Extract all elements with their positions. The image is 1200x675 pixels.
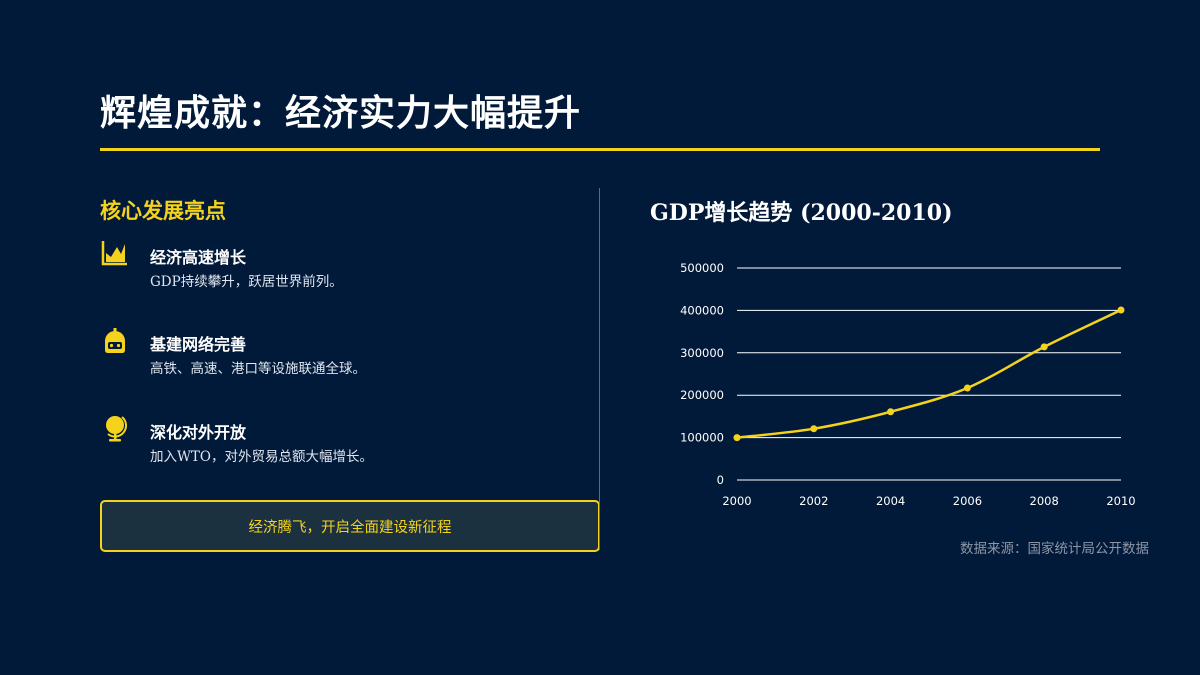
feature-title: 经济高速增长 xyxy=(150,248,247,267)
summary-banner: 经济腾飞，开启全面建设新征程 xyxy=(100,500,600,552)
series-layer xyxy=(733,306,1125,442)
page-title: 辉煌成就：经济实力大幅提升 xyxy=(100,92,582,134)
y-tick-label: 100000 xyxy=(680,431,724,445)
feature-title: 基建网络完善 xyxy=(150,335,247,354)
gdp-series-line xyxy=(736,308,1122,439)
y-tick-label: 200000 xyxy=(680,388,724,402)
chart-title: GDP增长趋势 (2000-2010) xyxy=(650,200,953,226)
y-axis-ticks: 0 100000 200000 300000 400000 500000 xyxy=(680,261,724,487)
feature-infrastructure: 基建网络完善 高铁、高速、港口等设施联通全球。 xyxy=(100,325,580,385)
x-tick-label: 2000 xyxy=(722,494,751,508)
x-axis-ticks: 2000 2002 2004 2006 2008 2010 xyxy=(722,494,1135,508)
feature-economic-growth: 经济高速增长 GDP持续攀升，跃居世界前列。 xyxy=(100,238,580,298)
chart-area-icon xyxy=(101,241,127,266)
gdp-line-chart: 0 100000 200000 300000 400000 500000 2000 2002… xyxy=(680,261,1136,508)
highlights-heading: 核心发展亮点 xyxy=(100,198,226,223)
column-divider xyxy=(599,188,600,550)
data-point xyxy=(887,408,895,416)
y-tick-label: 0 xyxy=(717,473,724,487)
data-point xyxy=(963,384,971,392)
data-point xyxy=(1040,343,1048,351)
y-tick-label: 500000 xyxy=(680,261,724,275)
x-tick-label: 2010 xyxy=(1106,494,1135,508)
globe-icon xyxy=(106,416,127,442)
feature-description: 加入WTO，对外贸易总额大幅增长。 xyxy=(150,449,373,465)
feature-opening-up: 深化对外开放 加入WTO，对外贸易总额大幅增长。 xyxy=(100,413,580,473)
grid-lines xyxy=(737,267,1121,481)
x-tick-label: 2004 xyxy=(876,494,905,508)
feature-description: 高铁、高速、港口等设施联通全球。 xyxy=(150,361,366,377)
data-source-note: 数据来源：国家统计局公开数据 xyxy=(960,541,1149,557)
data-point xyxy=(733,434,741,442)
x-tick-label: 2008 xyxy=(1030,494,1059,508)
data-point xyxy=(1117,306,1125,314)
x-tick-label: 2006 xyxy=(953,494,982,508)
y-tick-label: 300000 xyxy=(680,346,724,360)
title-underline xyxy=(100,148,1100,151)
data-point xyxy=(810,425,818,433)
robot-icon xyxy=(105,328,125,353)
feature-title: 深化对外开放 xyxy=(150,423,247,442)
x-tick-label: 2002 xyxy=(799,494,828,508)
feature-description: GDP持续攀升，跃居世界前列。 xyxy=(150,274,343,290)
y-tick-label: 400000 xyxy=(680,303,724,317)
